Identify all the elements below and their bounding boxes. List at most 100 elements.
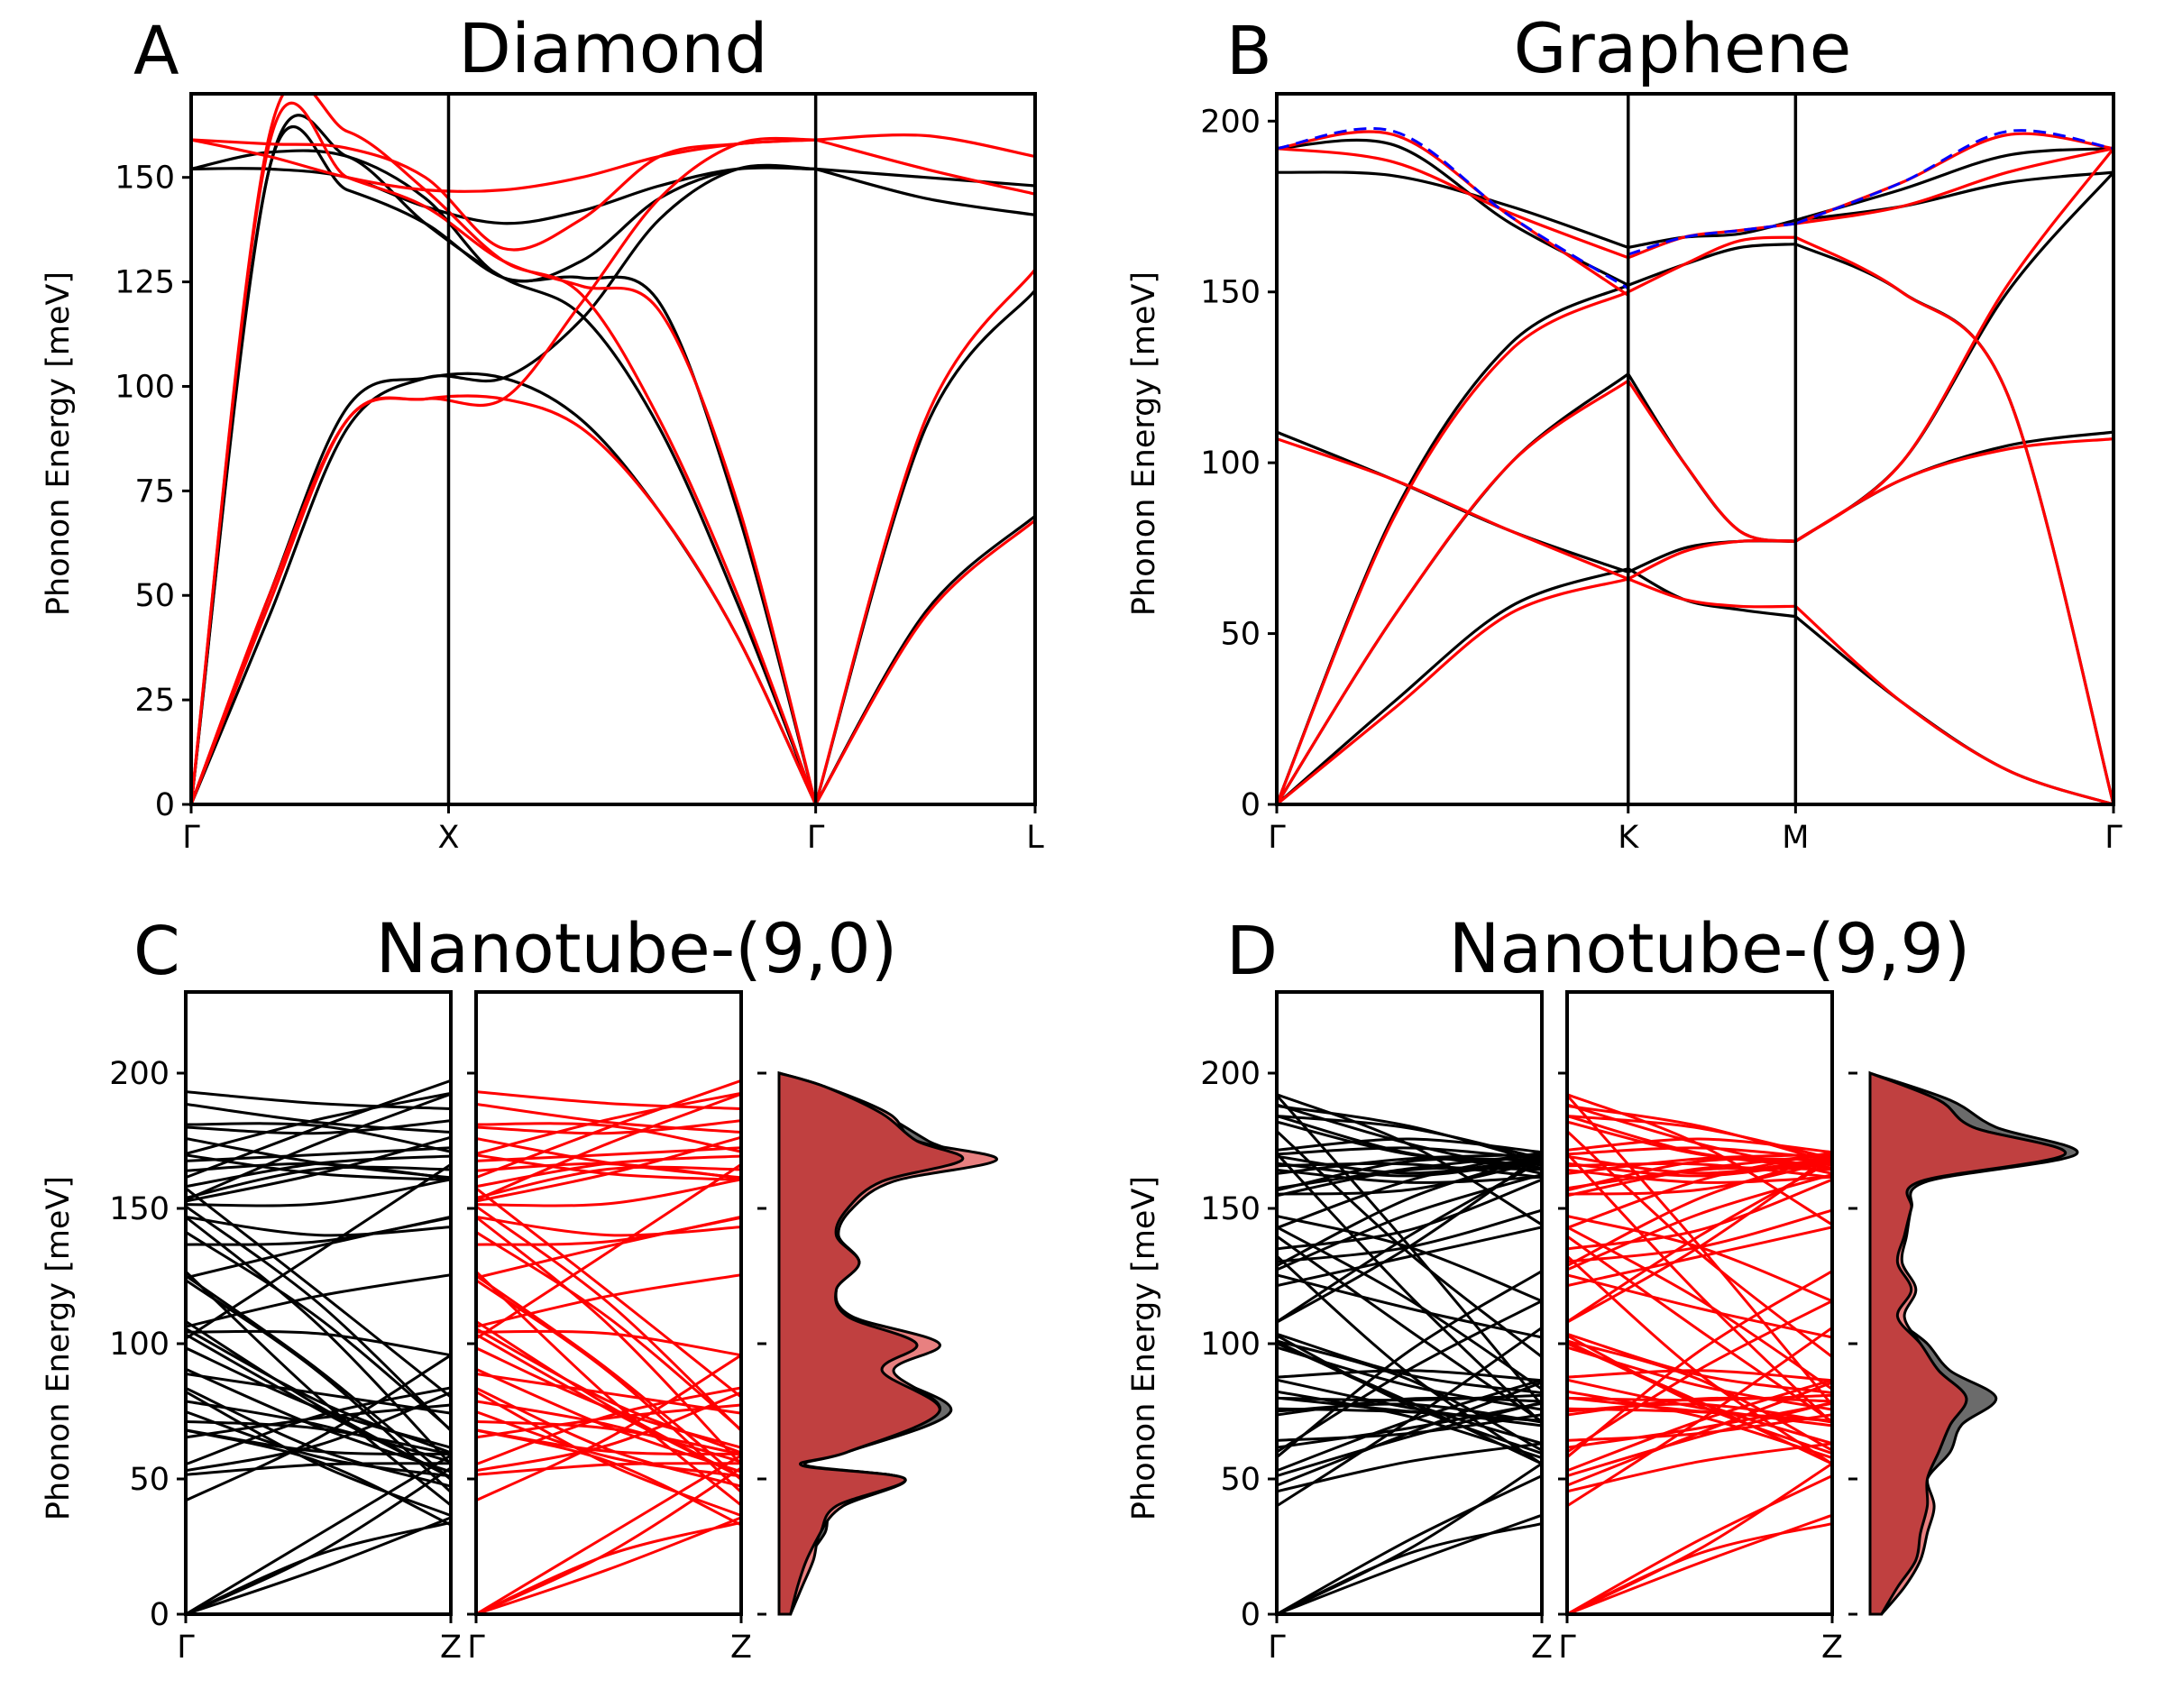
red-dispersion-line [1567,1115,1832,1161]
red-band-line [1277,577,1629,804]
red-dispersion-line [476,1178,741,1208]
black-band-line [1794,430,2114,543]
red-band-line [1277,290,1629,804]
black-dispersion-line [186,1271,451,1507]
red-dispersion-line [1567,1162,1832,1179]
panel-a: A Diamond Phonon Energy [meV] 0 25 50 75 100… [41,8,1044,856]
black-dispersion-line [1277,1154,1542,1175]
red-dispersion-line [1567,1152,1832,1190]
black-band-line [815,167,1035,188]
red-dispersion-line [1567,1130,1832,1358]
red-dispersion-line [1567,1178,1832,1251]
axes-frame [1565,990,1834,1616]
black-dispersion-line [186,1386,451,1466]
black-dispersion-line [1277,1273,1542,1339]
red-band-line [1628,235,1796,294]
red-band-line [191,101,818,804]
black-dispersion-line [186,1090,451,1110]
black-dispersion-line [1277,1378,1542,1428]
red-dispersion-line [1567,1094,1832,1407]
y-tick-label-c: 200 [109,1056,170,1092]
black-dispersion-line [186,1419,451,1455]
red-dispersion-line [476,1090,741,1110]
black-dispersion-line [1277,1413,1542,1442]
y-axis-label-b: Phonon Energy [meV] [1126,271,1162,616]
red-band-line [1277,379,1629,804]
x-tick-label-d: Γ [1558,1630,1576,1666]
panel-title-b: Graphene [1514,8,1852,88]
x-tick-label-b: M [1782,820,1809,856]
red-dispersion-line [1567,1378,1832,1428]
red-band-line [1277,437,1629,581]
red-dispersion-line [1567,1154,1832,1175]
black-dispersion-line [186,1162,451,1180]
red-dispersion-line [476,1122,741,1153]
panel-title-d: Nanotube-(9,9) [1449,908,1971,988]
panel-letter-a: A [133,13,179,90]
red-dispersion-line [476,1391,741,1473]
black-dispersion-line [186,1216,451,1465]
dashed-band-line [1628,222,1796,256]
red-dispersion-line [1567,1327,1832,1508]
black-band-line [191,124,818,804]
black-dispersion-line [186,1091,451,1155]
dos-overlap-area [777,1070,965,1616]
black-dispersion-line [186,1454,451,1614]
axes-frame [184,990,453,1616]
black-dispersion-line [186,1274,451,1481]
black-dispersion-line [1277,1474,1542,1614]
x-tick-label-d: Z [1531,1630,1553,1666]
x-tick-label-a: X [437,820,459,856]
red-dispersion-line [476,1419,741,1455]
red-dispersion-line [476,1386,741,1466]
black-dispersion-line [186,1178,451,1208]
black-dispersion-line [186,1216,451,1246]
red-dispersion-line [1567,1522,1832,1614]
black-band-line [1628,567,1796,619]
dashed-band-line [1794,129,2114,225]
black-dispersion-line [1277,1339,1542,1452]
y-tick-label-a: 50 [134,578,175,614]
red-dispersion-line [476,1516,741,1614]
panel-letter-b: B [1226,13,1272,90]
black-dispersion-line [186,1329,451,1357]
red-dispersion-line [476,1205,741,1432]
y-tick-label-a: 100 [115,369,175,405]
y-tick-label-d: 100 [1200,1327,1261,1363]
red-dispersion-line [476,1165,741,1199]
y-tick-label-a: 0 [155,787,175,823]
black-dispersion-line [186,1187,451,1399]
black-band-line [814,289,1035,804]
red-dispersion-line [476,1216,741,1465]
y-tick-label-b: 0 [1241,787,1261,823]
black-dispersion-line [1277,1152,1542,1425]
y-axis-label-a: Phonon Energy [meV] [41,271,77,616]
dispersion-lines [1567,1093,1832,1614]
dispersion-lines [476,1079,741,1614]
red-dispersion-line [1567,1172,1832,1272]
y-tick-label-d: 200 [1200,1056,1261,1092]
red-dispersion-line [476,1092,741,1201]
panel-letter-c: C [133,913,180,990]
red-dispersion-line [476,1079,741,1180]
black-band-line [1794,243,2114,804]
black-dispersion-line [1277,1402,1542,1424]
black-band-line [1795,170,2114,222]
red-dispersion-line [476,1146,741,1162]
black-dispersion-line [1277,1462,1542,1614]
black-dispersion-line [1277,1401,1542,1449]
black-dispersion-line [1277,1130,1542,1358]
red-dispersion-line [1567,1402,1832,1424]
red-dispersion-line [1567,1169,1832,1184]
black-dispersion-line [186,1163,451,1340]
y-tick-label-a: 125 [115,265,175,301]
red-dispersion-line [1567,1104,1832,1164]
red-band-line [1794,132,2114,225]
red-dispersion-line [476,1163,741,1340]
red-band-line [1794,235,2114,804]
red-dispersion-line [1567,1369,1832,1382]
black-band-line [1627,372,1796,543]
panel-title-c: Nanotube-(9,0) [376,908,898,988]
red-dispersion-line [1567,1146,1832,1161]
